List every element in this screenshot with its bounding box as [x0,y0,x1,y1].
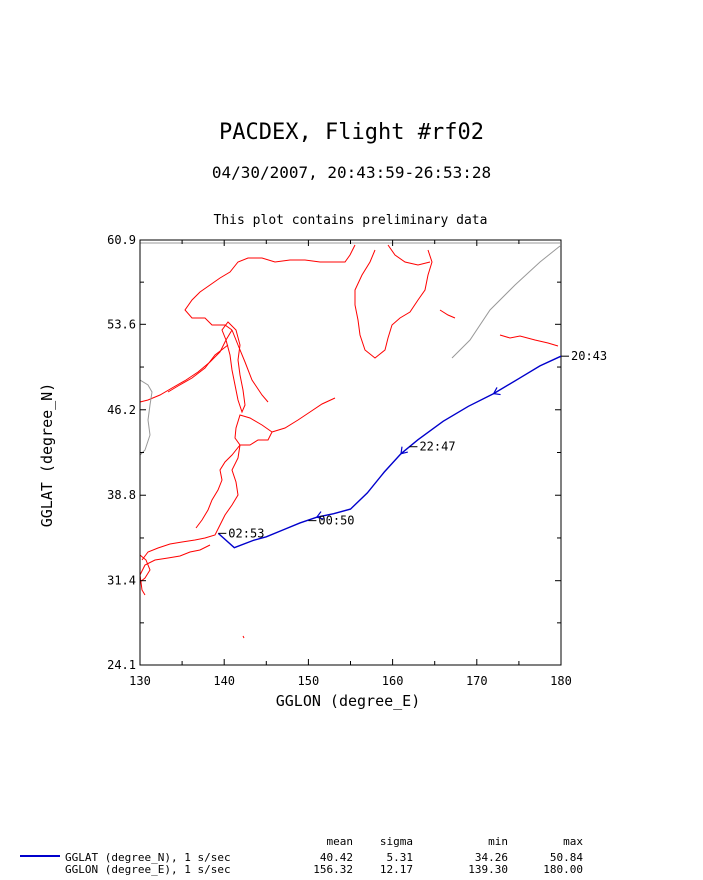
header-max: max [563,835,583,848]
axis-ticks: 130 140 150 160 170 180 24.1 31.4 38.8 46.2 53.6 60… [107,233,572,688]
coastline-layer [139,244,559,639]
track-direction-arrow [492,387,501,396]
time-label: 02:53 [228,526,264,540]
header-min: min [488,835,508,848]
x-tick-label: 140 [213,674,235,688]
stats-row-mean: 156.32 [313,863,353,876]
track-direction-arrow [400,446,408,455]
track-direction-arrow [315,511,324,520]
y-tick-label: 24.1 [107,658,136,672]
y-tick-label: 53.6 [107,317,136,331]
x-axis-label: GGLON (degree_E) [276,692,421,710]
y-tick-label: 60.9 [107,233,136,247]
x-tick-label: 130 [129,674,151,688]
stats-row-max: 180.00 [543,863,583,876]
flight-track-series [217,355,562,549]
page-title: PACDEX, Flight #rf02 [219,120,484,145]
time-labels: 20:43 22:47 00:50 02:53 [218,349,607,540]
plot-frame [139,239,562,666]
x-tick-label: 160 [382,674,404,688]
flight-time-range: 04/30/2007, 20:43:59-26:53:28 [211,163,492,182]
stats-row-mean: 40.42 [319,851,353,864]
x-tick-label: 170 [466,674,488,688]
time-label: 20:43 [571,349,607,363]
y-axis-label: GGLAT (degree_N) [38,383,56,528]
stats-row-min: 34.26 [474,851,508,864]
track-legend-swatch [20,855,60,857]
time-label: 00:50 [318,514,354,528]
stats-row: GGLON (degree_E), 1 s/sec 156.32 12.17 1… [0,863,703,876]
stats-row-min: 139.30 [468,863,508,876]
stats-row-max: 50.84 [549,851,583,864]
stats-row-sigma: 5.31 [386,851,414,864]
x-tick-label: 180 [550,674,572,688]
preliminary-data-note: This plot contains preliminary data [213,213,488,228]
stats-header-row: mean sigma min max [0,835,703,848]
stats-row-label: GGLAT (degree_N), 1 s/sec [65,851,231,864]
y-tick-label: 46.2 [107,403,136,417]
flight-track-line [217,355,562,549]
stats-row: GGLAT (degree_N), 1 s/sec 40.42 5.31 34.… [0,851,703,864]
x-tick-label: 150 [298,674,320,688]
header-mean: mean [326,835,354,848]
stats-row-label: GGLON (degree_E), 1 s/sec [65,863,231,876]
y-tick-label: 31.4 [107,574,136,588]
stats-row-sigma: 12.17 [379,863,413,876]
header-sigma: sigma [379,835,413,848]
border-layer [139,242,561,456]
y-tick-label: 38.8 [107,488,136,502]
time-label: 22:47 [419,440,455,454]
